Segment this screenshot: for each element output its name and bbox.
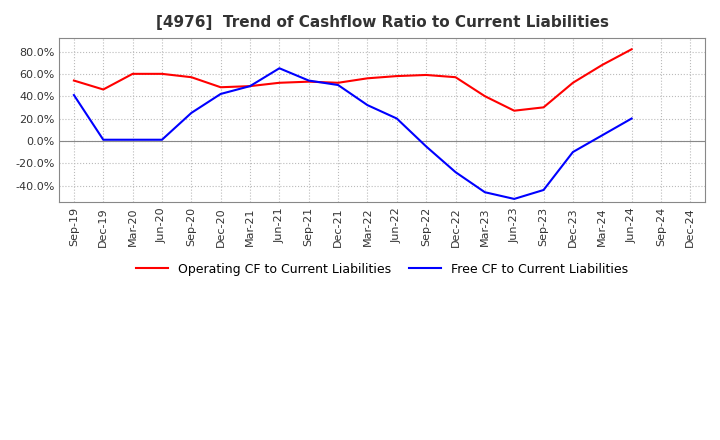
Free CF to Current Liabilities: [422, 144, 431, 149]
Operating CF to Current Liabilities: [334, 80, 343, 85]
Operating CF to Current Liabilities: [99, 87, 107, 92]
Operating CF to Current Liabilities: [246, 84, 254, 89]
Operating CF to Current Liabilities: [598, 62, 606, 68]
Operating CF to Current Liabilities: [158, 71, 166, 77]
Operating CF to Current Liabilities: [422, 72, 431, 77]
Free CF to Current Liabilities: [480, 190, 489, 195]
Legend: Operating CF to Current Liabilities, Free CF to Current Liabilities: Operating CF to Current Liabilities, Fre…: [131, 258, 633, 282]
Free CF to Current Liabilities: [99, 137, 107, 143]
Free CF to Current Liabilities: [275, 66, 284, 71]
Free CF to Current Liabilities: [510, 196, 518, 202]
Operating CF to Current Liabilities: [275, 80, 284, 85]
Operating CF to Current Liabilities: [569, 80, 577, 85]
Free CF to Current Liabilities: [187, 110, 196, 116]
Title: [4976]  Trend of Cashflow Ratio to Current Liabilities: [4976] Trend of Cashflow Ratio to Curren…: [156, 15, 608, 30]
Free CF to Current Liabilities: [216, 92, 225, 97]
Operating CF to Current Liabilities: [128, 71, 137, 77]
Operating CF to Current Liabilities: [539, 105, 548, 110]
Operating CF to Current Liabilities: [627, 47, 636, 52]
Line: Free CF to Current Liabilities: Free CF to Current Liabilities: [74, 68, 631, 199]
Free CF to Current Liabilities: [363, 103, 372, 108]
Operating CF to Current Liabilities: [187, 74, 196, 80]
Operating CF to Current Liabilities: [305, 79, 313, 84]
Free CF to Current Liabilities: [392, 116, 401, 121]
Free CF to Current Liabilities: [246, 84, 254, 89]
Operating CF to Current Liabilities: [70, 78, 78, 83]
Operating CF to Current Liabilities: [451, 74, 460, 80]
Operating CF to Current Liabilities: [216, 84, 225, 90]
Free CF to Current Liabilities: [539, 187, 548, 193]
Line: Operating CF to Current Liabilities: Operating CF to Current Liabilities: [74, 49, 631, 111]
Free CF to Current Liabilities: [569, 150, 577, 155]
Operating CF to Current Liabilities: [392, 73, 401, 79]
Operating CF to Current Liabilities: [480, 94, 489, 99]
Free CF to Current Liabilities: [305, 78, 313, 83]
Free CF to Current Liabilities: [451, 169, 460, 175]
Free CF to Current Liabilities: [627, 116, 636, 121]
Free CF to Current Liabilities: [70, 92, 78, 98]
Free CF to Current Liabilities: [128, 137, 137, 143]
Free CF to Current Liabilities: [158, 137, 166, 143]
Free CF to Current Liabilities: [334, 82, 343, 88]
Operating CF to Current Liabilities: [510, 108, 518, 114]
Operating CF to Current Liabilities: [363, 76, 372, 81]
Free CF to Current Liabilities: [598, 132, 606, 138]
